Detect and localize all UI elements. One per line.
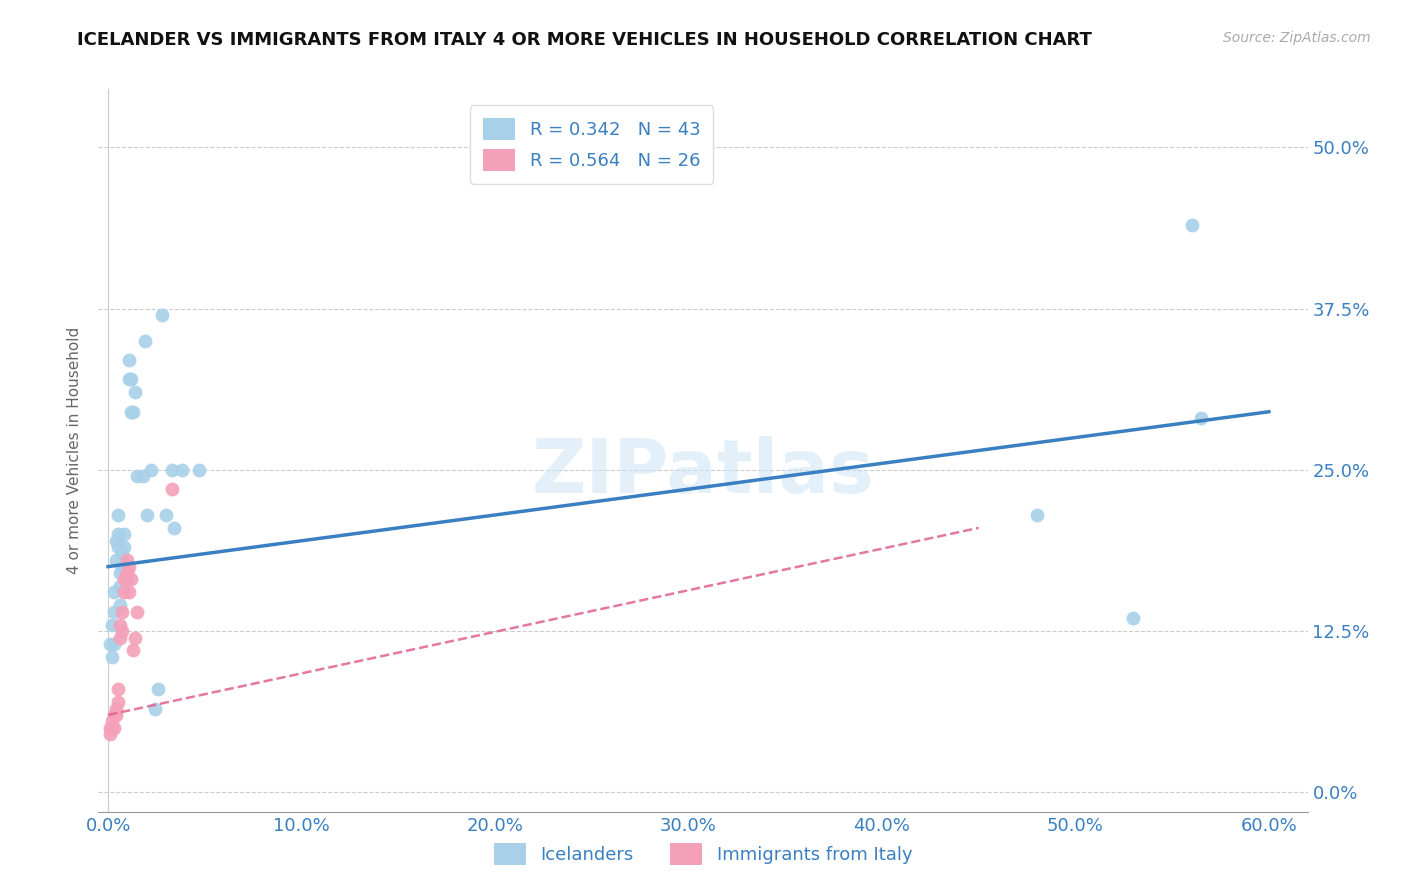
Point (101, 721, 124, 735)
Point (117, 566, 139, 580)
Point (111, 547, 134, 561)
Point (112, 573, 135, 587)
Point (104, 701, 127, 715)
Point (1189, 411, 1212, 425)
Point (111, 624, 134, 639)
Point (120, 405, 142, 419)
Point (143, 701, 166, 715)
Y-axis label: 4 or more Vehicles in Household: 4 or more Vehicles in Household (67, 326, 83, 574)
Point (108, 579, 131, 593)
Point (103, 637, 125, 651)
Point (98, 727, 121, 741)
Point (160, 463, 183, 477)
Point (103, 605, 125, 619)
Point (117, 553, 139, 567)
Point (163, 521, 186, 535)
Point (107, 508, 129, 522)
Point (107, 695, 129, 709)
Point (117, 573, 139, 587)
Point (122, 405, 145, 419)
Point (1122, 611, 1144, 625)
Point (107, 527, 129, 541)
Point (139, 463, 162, 477)
Point (98, 721, 121, 735)
Point (188, 463, 211, 477)
Point (108, 599, 131, 613)
Point (114, 573, 136, 587)
Point (148, 682, 170, 697)
Legend: R = 0.342   N = 43, R = 0.564   N = 26: R = 0.342 N = 43, R = 0.564 N = 26 (470, 105, 713, 184)
Point (114, 559, 136, 574)
Point (124, 631, 146, 645)
Point (98, 637, 121, 651)
Point (127, 469, 149, 483)
Text: ICELANDER VS IMMIGRANTS FROM ITALY 4 OR MORE VEHICLES IN HOUSEHOLD CORRELATION C: ICELANDER VS IMMIGRANTS FROM ITALY 4 OR … (77, 31, 1092, 49)
Point (170, 463, 193, 477)
Legend: Icelanders, Immigrants from Italy: Icelanders, Immigrants from Italy (486, 836, 920, 872)
Point (155, 508, 177, 522)
Point (108, 566, 131, 580)
Point (104, 708, 127, 723)
Point (108, 631, 131, 645)
Point (160, 482, 183, 496)
Point (101, 617, 124, 632)
Text: Source: ZipAtlas.com: Source: ZipAtlas.com (1223, 31, 1371, 45)
Point (108, 617, 131, 632)
Text: ZIPatlas: ZIPatlas (531, 435, 875, 508)
Point (118, 372, 141, 386)
Point (122, 643, 145, 657)
Point (135, 508, 157, 522)
Point (120, 372, 142, 386)
Point (118, 585, 141, 599)
Point (112, 585, 135, 599)
Point (101, 649, 124, 664)
Point (118, 353, 141, 368)
Point (111, 559, 134, 574)
Point (127, 605, 149, 619)
Point (111, 605, 134, 619)
Point (107, 682, 129, 697)
Point (112, 527, 135, 541)
Point (103, 585, 125, 599)
Point (104, 533, 127, 548)
Point (1025, 508, 1047, 522)
Point (1180, 218, 1202, 232)
Point (134, 334, 156, 348)
Point (150, 308, 173, 322)
Point (101, 714, 124, 729)
Point (103, 721, 125, 735)
Point (124, 385, 146, 400)
Point (103, 708, 125, 723)
Point (107, 540, 129, 554)
Point (120, 573, 142, 587)
Point (132, 469, 155, 483)
Point (112, 540, 135, 554)
Point (118, 559, 141, 574)
Point (104, 553, 127, 567)
